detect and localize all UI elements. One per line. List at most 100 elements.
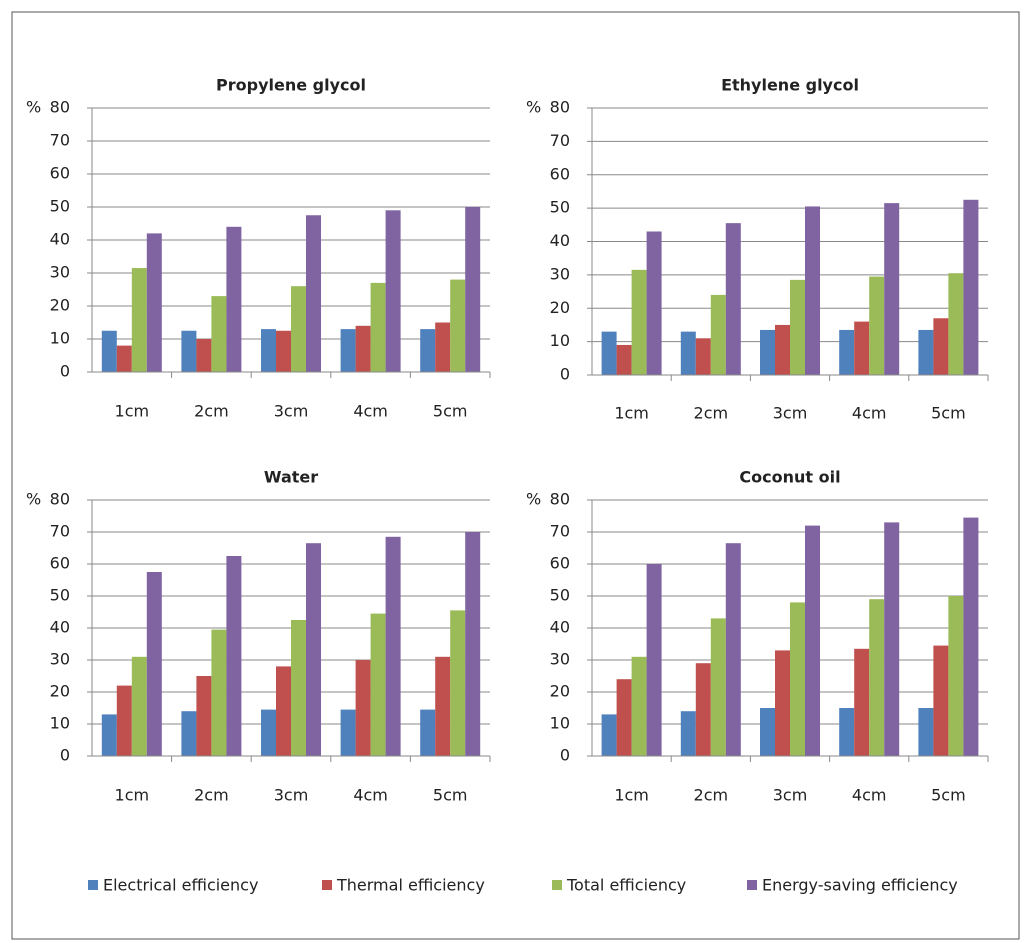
y-tick-label: 40 <box>50 618 70 637</box>
chart-title: Coconut oil <box>739 468 840 487</box>
bar <box>116 685 132 756</box>
x-tick-label: 5cm <box>931 786 966 805</box>
y-axis-label: % <box>526 98 541 117</box>
y-tick-label: 40 <box>50 230 70 249</box>
bar <box>355 325 371 372</box>
legend-swatch <box>552 880 562 890</box>
y-tick-label: 50 <box>550 586 570 605</box>
bar <box>710 618 726 756</box>
bar <box>616 679 632 756</box>
y-tick-label: 60 <box>50 554 70 573</box>
bar <box>435 322 451 372</box>
bar <box>884 522 900 756</box>
bar <box>933 318 949 375</box>
y-tick-label: 40 <box>550 618 570 637</box>
bar <box>725 543 741 756</box>
y-tick-label: 40 <box>550 231 570 250</box>
bar <box>131 656 147 756</box>
legend-swatch <box>322 880 332 890</box>
bar <box>695 338 711 375</box>
y-tick-label: 80 <box>50 490 70 509</box>
bar <box>839 708 855 756</box>
bar <box>790 279 805 375</box>
bar <box>465 532 481 756</box>
y-tick-label: 30 <box>550 264 570 283</box>
bar <box>805 525 820 756</box>
y-axis-label: % <box>26 98 41 117</box>
y-tick-label: 80 <box>550 490 570 509</box>
bar <box>226 226 242 372</box>
chart-title: Propylene glycol <box>216 76 366 95</box>
y-tick-label: 30 <box>50 263 70 282</box>
bar <box>884 203 900 375</box>
bar <box>948 273 964 375</box>
y-tick-label: 70 <box>550 522 570 541</box>
x-tick-label: 5cm <box>931 404 966 423</box>
bar <box>933 645 949 756</box>
x-tick-label: 4cm <box>852 786 887 805</box>
y-axis-label: % <box>526 490 541 509</box>
bar <box>710 294 726 375</box>
legend-swatch <box>747 880 757 890</box>
legend-label: Electrical efficiency <box>103 876 258 895</box>
y-tick-label: 0 <box>560 746 570 765</box>
bar <box>116 345 132 372</box>
y-tick-label: 60 <box>550 164 570 183</box>
y-tick-label: 60 <box>550 554 570 573</box>
bar <box>601 331 617 375</box>
y-tick-label: 70 <box>550 131 570 150</box>
bar <box>601 714 617 756</box>
y-tick-label: 20 <box>50 682 70 701</box>
y-tick-label: 10 <box>550 714 570 733</box>
bar <box>963 517 979 756</box>
y-tick-label: 70 <box>50 522 70 541</box>
x-tick-label: 4cm <box>353 786 388 805</box>
y-tick-label: 50 <box>50 586 70 605</box>
bar <box>370 613 386 756</box>
bar <box>276 330 291 372</box>
bar <box>211 296 227 372</box>
y-tick-label: 60 <box>50 164 70 183</box>
y-tick-label: 30 <box>50 650 70 669</box>
x-tick-label: 1cm <box>614 404 649 423</box>
bar <box>854 321 870 375</box>
bar <box>963 199 979 375</box>
bar <box>101 714 117 756</box>
x-tick-label: 2cm <box>194 402 229 421</box>
bar <box>306 543 321 756</box>
bar <box>291 286 306 372</box>
x-tick-label: 5cm <box>433 786 468 805</box>
x-tick-label: 2cm <box>194 786 229 805</box>
bar <box>450 279 466 372</box>
x-tick-label: 1cm <box>115 786 150 805</box>
x-tick-label: 2cm <box>694 786 729 805</box>
chart-title: Ethylene glycol <box>721 76 859 95</box>
bar <box>616 344 632 375</box>
x-tick-label: 2cm <box>694 404 729 423</box>
bar <box>869 276 885 375</box>
x-tick-label: 5cm <box>433 402 468 421</box>
bar <box>760 329 775 375</box>
bar <box>435 656 451 756</box>
x-tick-label: 4cm <box>852 404 887 423</box>
y-tick-label: 0 <box>60 746 70 765</box>
bar <box>805 206 820 375</box>
y-tick-label: 50 <box>550 198 570 217</box>
bar <box>420 329 436 372</box>
bar <box>854 648 870 756</box>
bar <box>211 629 227 756</box>
bar <box>869 599 885 756</box>
bar <box>465 207 481 372</box>
y-tick-label: 50 <box>50 197 70 216</box>
y-tick-label: 80 <box>550 98 570 117</box>
bar <box>790 602 805 756</box>
bar <box>340 709 356 756</box>
bar <box>450 610 466 756</box>
x-tick-label: 3cm <box>773 786 808 805</box>
legend-label: Energy-saving efficiency <box>762 876 958 895</box>
bar <box>695 663 711 756</box>
bar <box>631 269 647 375</box>
x-tick-label: 3cm <box>773 404 808 423</box>
bar <box>146 572 162 756</box>
